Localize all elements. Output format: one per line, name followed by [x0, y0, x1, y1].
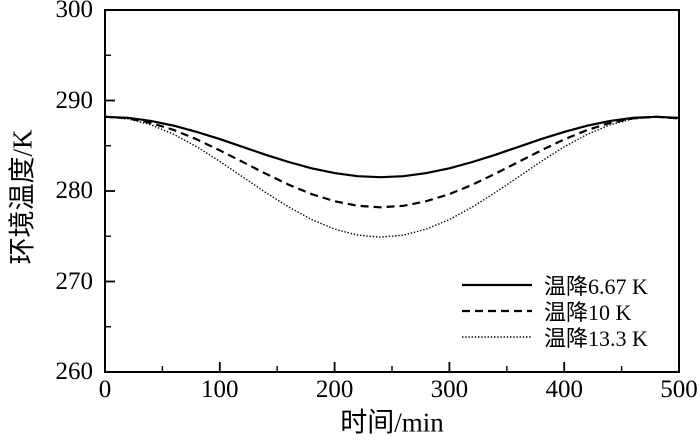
legend-item-dotted: 温降13.3 K — [460, 324, 648, 351]
series-line-solid — [104, 115, 680, 179]
dashed-line-sample-icon — [462, 309, 532, 313]
legend: 温降6.67 K 温降10 K 温降13.3 K — [460, 272, 648, 351]
legend-label-dashed: 温降10 K — [544, 300, 632, 325]
series-line-dotted — [104, 116, 680, 238]
y-tick-label-260: 260 — [55, 358, 94, 385]
axes-frame — [104, 9, 680, 373]
x-axis-title: 时间/min — [340, 407, 444, 438]
x-tick-label-0: 0 — [98, 376, 112, 403]
legend-label-dotted: 温降13.3 K — [544, 326, 648, 351]
x-tick-label-100: 100 — [201, 376, 239, 403]
y-tick-label-280: 280 — [55, 177, 94, 204]
solid-line-sample-icon — [462, 283, 532, 287]
y-tick-label-300: 300 — [55, 0, 94, 23]
legend-item-dashed: 温降10 K — [460, 298, 648, 325]
dotted-line-sample-icon — [462, 336, 532, 338]
x-tick-label-300: 300 — [430, 376, 469, 403]
legend-item-solid: 温降6.67 K — [460, 272, 648, 299]
series-line-dashed — [104, 115, 680, 209]
y-tick-label-290: 290 — [55, 86, 94, 114]
x-tick-label-200: 200 — [315, 376, 354, 403]
y-tick-label-270: 270 — [55, 267, 94, 295]
x-tick-label-400: 400 — [545, 376, 583, 403]
legend-label-solid: 温降6.67 K — [544, 274, 648, 299]
x-tick-label-500: 500 — [660, 376, 698, 403]
